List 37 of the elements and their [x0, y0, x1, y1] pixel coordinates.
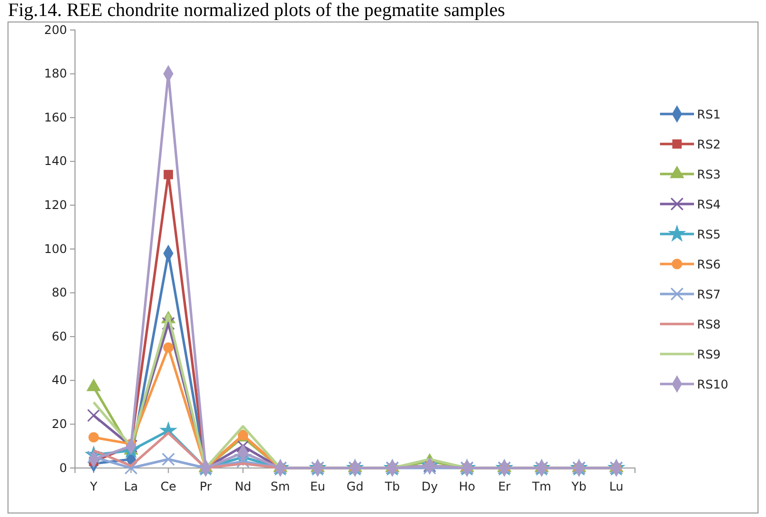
x-tick-label: Sm [270, 479, 290, 494]
x-tick-label: Gd [346, 479, 364, 494]
y-tick-label: 180 [44, 66, 67, 81]
x-tick-label: Lu [609, 479, 624, 494]
legend-label: RS8 [697, 318, 721, 332]
x-tick-label: Ce [160, 479, 176, 494]
y-tick-label: 60 [52, 329, 67, 344]
y-tick-label: 20 [52, 417, 67, 432]
legend-label: RS5 [697, 228, 721, 242]
legend-label: RS10 [697, 378, 728, 392]
x-tick-label: Tb [384, 479, 400, 494]
legend-label: RS4 [697, 198, 721, 212]
x-tick-label: Pr [200, 479, 212, 494]
x-tick-label: Eu [310, 479, 326, 494]
x-tick-label: Tm [531, 479, 552, 494]
x-tick-label: Y [88, 479, 98, 494]
legend-label: RS1 [697, 108, 721, 122]
legend-label: RS9 [697, 348, 721, 362]
y-tick-label: 200 [44, 22, 67, 37]
x-tick-label: Yb [570, 479, 586, 494]
legend-label: RS3 [697, 168, 721, 182]
y-tick-label: 40 [52, 373, 67, 388]
chart-title: Fig.14. REE chondrite normalized plots of the pegmatite samples [8, 0, 506, 21]
y-tick-label: 140 [44, 154, 67, 168]
y-tick-label: 160 [44, 110, 67, 124]
y-tick-label: 80 [52, 286, 67, 300]
legend-label: RS2 [697, 138, 721, 152]
legend-label: RS7 [697, 288, 721, 302]
x-tick-label: La [124, 479, 138, 494]
x-tick-label: Nd [234, 479, 252, 494]
legend-label: RS6 [697, 258, 721, 272]
x-tick-label: Dy [421, 479, 438, 494]
x-tick-label: Ho [458, 479, 476, 494]
y-tick-label: 120 [44, 198, 67, 212]
x-tick-label: Er [498, 479, 511, 494]
y-tick-label: 0 [59, 460, 67, 475]
y-tick-label: 100 [44, 242, 67, 256]
